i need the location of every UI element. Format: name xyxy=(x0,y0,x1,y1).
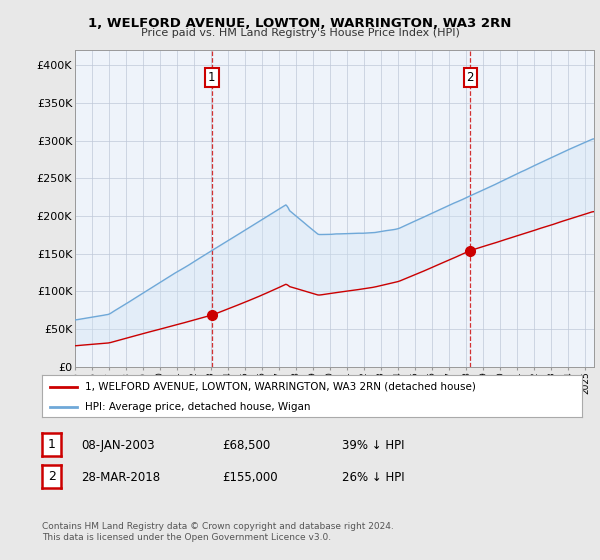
Text: £68,500: £68,500 xyxy=(222,438,270,452)
Text: Contains HM Land Registry data © Crown copyright and database right 2024.: Contains HM Land Registry data © Crown c… xyxy=(42,522,394,531)
Text: Price paid vs. HM Land Registry's House Price Index (HPI): Price paid vs. HM Land Registry's House … xyxy=(140,28,460,38)
Text: 28-MAR-2018: 28-MAR-2018 xyxy=(81,470,160,484)
Text: 1: 1 xyxy=(208,71,215,84)
Text: 08-JAN-2003: 08-JAN-2003 xyxy=(81,438,155,452)
Text: HPI: Average price, detached house, Wigan: HPI: Average price, detached house, Wiga… xyxy=(85,402,311,412)
Text: 1, WELFORD AVENUE, LOWTON, WARRINGTON, WA3 2RN: 1, WELFORD AVENUE, LOWTON, WARRINGTON, W… xyxy=(88,17,512,30)
Text: 2: 2 xyxy=(467,71,474,84)
Text: 39% ↓ HPI: 39% ↓ HPI xyxy=(342,438,404,452)
Text: This data is licensed under the Open Government Licence v3.0.: This data is licensed under the Open Gov… xyxy=(42,533,331,542)
Text: 1: 1 xyxy=(47,438,56,451)
Text: 1, WELFORD AVENUE, LOWTON, WARRINGTON, WA3 2RN (detached house): 1, WELFORD AVENUE, LOWTON, WARRINGTON, W… xyxy=(85,381,476,391)
Text: 2: 2 xyxy=(47,470,56,483)
Text: 26% ↓ HPI: 26% ↓ HPI xyxy=(342,470,404,484)
Text: £155,000: £155,000 xyxy=(222,470,278,484)
